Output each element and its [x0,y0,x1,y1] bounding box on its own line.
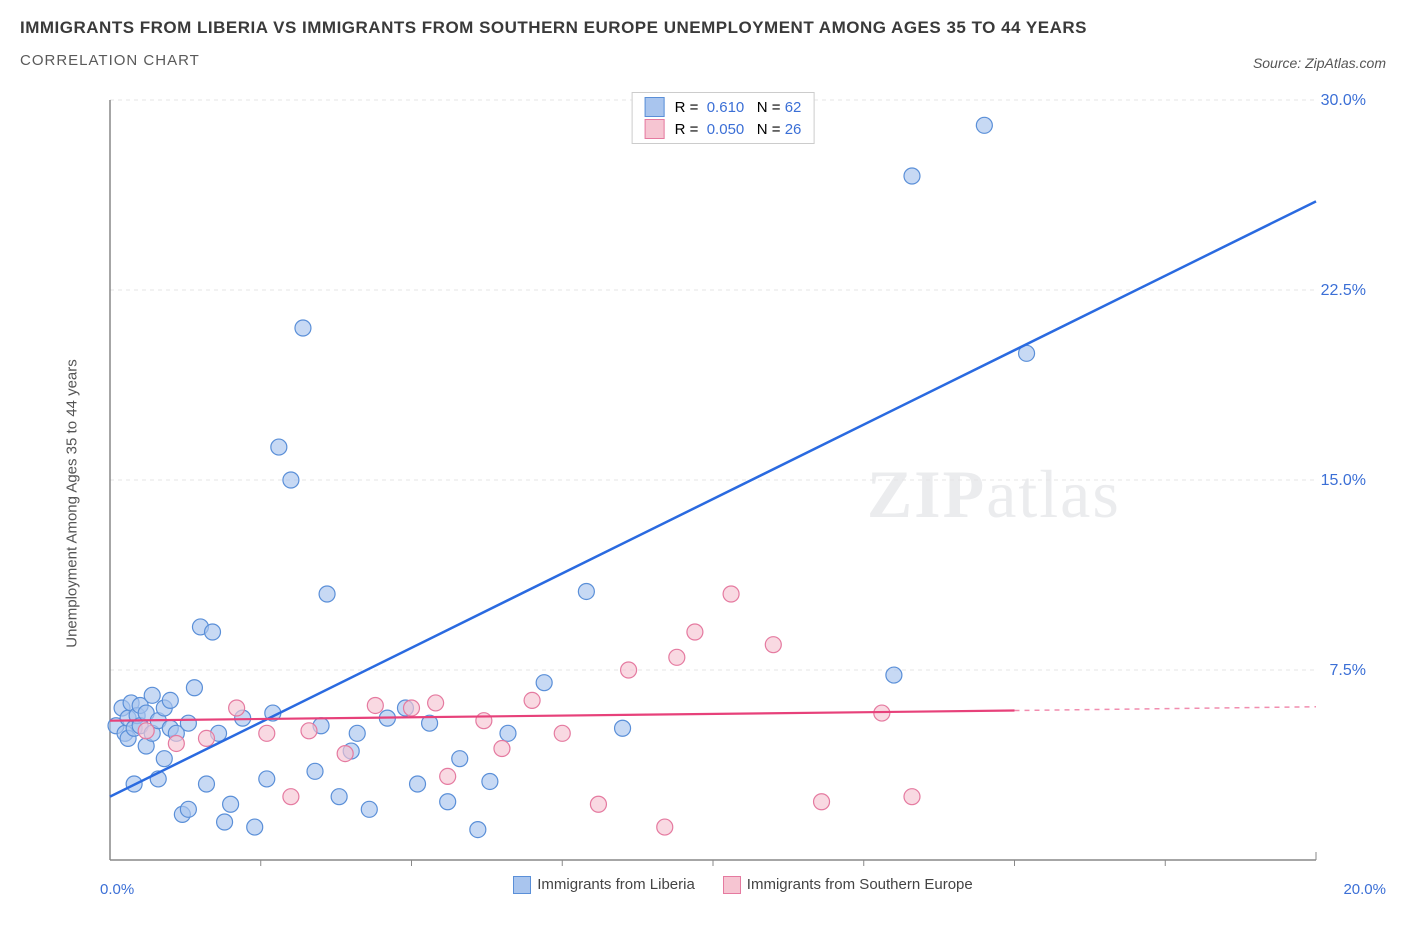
legend-item: Immigrants from Liberia [513,876,695,894]
chart-subtitle: CORRELATION CHART [20,52,1386,69]
legend-swatch [645,119,665,139]
legend-swatch [513,876,531,894]
legend-swatch [645,97,665,117]
legend-item: Immigrants from Southern Europe [723,876,973,894]
legend-swatch [723,876,741,894]
chart-title: IMMIGRANTS FROM LIBERIA VS IMMIGRANTS FR… [20,18,1386,38]
scatter-plot: 7.5% 15.0% 22.5% 30.0% [100,90,1386,870]
y-axis-label: Unemployment Among Ages 35 to 44 years [64,359,81,648]
svg-text:22.5%: 22.5% [1321,282,1366,299]
svg-text:15.0%: 15.0% [1321,472,1366,489]
correlation-legend: R = 0.610 N = 62R = 0.050 N = 26 [632,92,815,144]
svg-text:30.0%: 30.0% [1321,92,1366,109]
series-legend: Immigrants from Liberia Immigrants from S… [100,870,1386,900]
legend-row: R = 0.610 N = 62 [645,97,802,117]
chart-area: Unemployment Among Ages 35 to 44 years R… [60,90,1386,900]
source-attribution: Source: ZipAtlas.com [1253,55,1386,71]
legend-row: R = 0.050 N = 26 [645,119,802,139]
svg-text:7.5%: 7.5% [1330,662,1366,679]
